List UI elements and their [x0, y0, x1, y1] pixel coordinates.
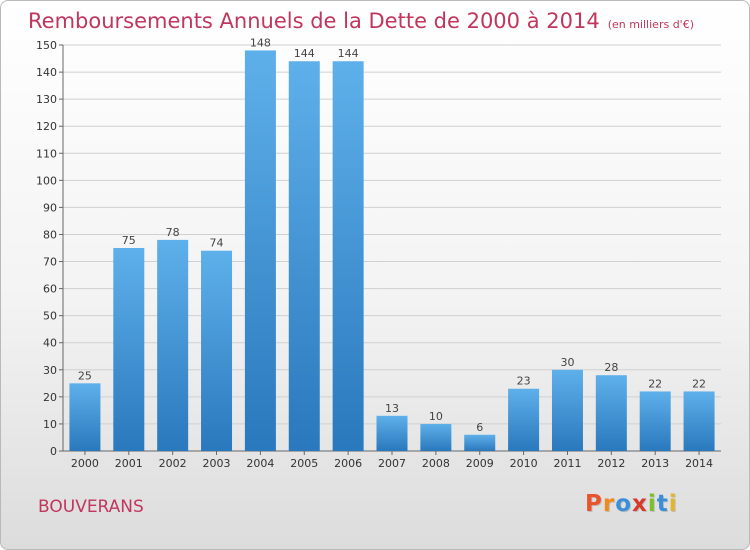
bar	[288, 61, 320, 452]
y-tick-label: 0	[50, 445, 57, 458]
x-tick-label: 2006	[334, 457, 362, 470]
bar	[464, 434, 496, 451]
bar	[595, 375, 627, 451]
logo-letter: r	[602, 491, 616, 517]
x-tick-label: 2008	[422, 457, 450, 470]
x-tick-label: 2005	[290, 457, 318, 470]
x-tick-label: 2010	[510, 457, 538, 470]
bar	[508, 388, 540, 451]
y-tick-label: 110	[36, 147, 57, 160]
axes: 0 10 20 30 40 50 60 70 80 90 100 110 120 130 140 150 200…	[36, 39, 721, 470]
y-tick-label: 150	[36, 39, 57, 52]
bar-value-label: 13	[385, 402, 399, 415]
bar	[551, 369, 583, 451]
y-tick-label: 130	[36, 93, 57, 106]
unit-label: (en milliers d'€)	[607, 18, 694, 31]
y-tick-label: 60	[43, 283, 57, 296]
x-tick-label: 2002	[159, 457, 187, 470]
bar-value-label: 6	[476, 421, 483, 434]
y-tick-label: 20	[43, 391, 57, 404]
bar	[157, 239, 189, 451]
x-tick-label: 2007	[378, 457, 406, 470]
x-tick-label: 2004	[246, 457, 274, 470]
bar-value-label: 148	[250, 36, 271, 49]
y-tick-label: 70	[43, 256, 57, 269]
x-tick-label: 2003	[203, 457, 231, 470]
bar-value-label: 10	[429, 410, 443, 423]
bar-value-label: 23	[517, 375, 531, 388]
x-tick-label: 2014	[685, 457, 713, 470]
bar	[420, 423, 452, 451]
logo-letter: i	[668, 491, 678, 517]
bars	[69, 50, 715, 452]
x-tick-label: 2011	[553, 457, 581, 470]
y-tick-label: 140	[36, 66, 57, 79]
y-tick-label: 90	[43, 201, 57, 214]
y-tick-label: 120	[36, 120, 57, 133]
bar-value-label: 78	[166, 226, 180, 239]
logo-letter: t	[656, 491, 669, 517]
logo-letter: i	[647, 491, 657, 517]
title-text: Remboursements Annuels de la Dette de 20…	[28, 9, 600, 33]
bar-value-label: 30	[560, 356, 574, 369]
labels: 25 75 78 74 148 144 144 13 10 6 23 30 28 22 22	[78, 36, 706, 433]
bar	[683, 391, 715, 451]
bar-value-label: 144	[294, 47, 315, 60]
bar-value-label: 74	[210, 237, 224, 250]
bar-value-label: 22	[648, 377, 662, 390]
logo-letter: x	[632, 491, 648, 517]
commune-name: BOUVERANS	[38, 497, 144, 517]
bar	[201, 250, 233, 451]
x-tick-label: 2000	[71, 457, 99, 470]
y-tick-label: 10	[43, 418, 57, 431]
x-tick-label: 2012	[597, 457, 625, 470]
x-tick-label: 2009	[466, 457, 494, 470]
bar-value-label: 144	[338, 47, 359, 60]
bar-value-label: 28	[604, 361, 618, 374]
y-tick-label: 50	[43, 310, 57, 323]
bar	[69, 383, 101, 451]
bar	[639, 391, 671, 451]
proxiti-logo: Proxiti	[585, 491, 678, 517]
bar-value-label: 75	[122, 234, 136, 247]
bar	[113, 248, 145, 451]
y-tick-label: 30	[43, 364, 57, 377]
x-tick-label: 2001	[115, 457, 143, 470]
logo-letter: P	[585, 491, 603, 517]
bar-value-label: 22	[692, 377, 706, 390]
bar-value-label: 25	[78, 369, 92, 382]
bar	[244, 50, 276, 452]
y-tick-label: 80	[43, 228, 57, 241]
bar	[332, 61, 364, 452]
bar	[376, 415, 408, 451]
chart-title: Remboursements Annuels de la Dette de 20…	[28, 9, 694, 33]
y-tick-label: 40	[43, 337, 57, 350]
x-tick-label: 2013	[641, 457, 669, 470]
logo-letter: o	[615, 491, 633, 517]
y-tick-label: 100	[36, 174, 57, 187]
